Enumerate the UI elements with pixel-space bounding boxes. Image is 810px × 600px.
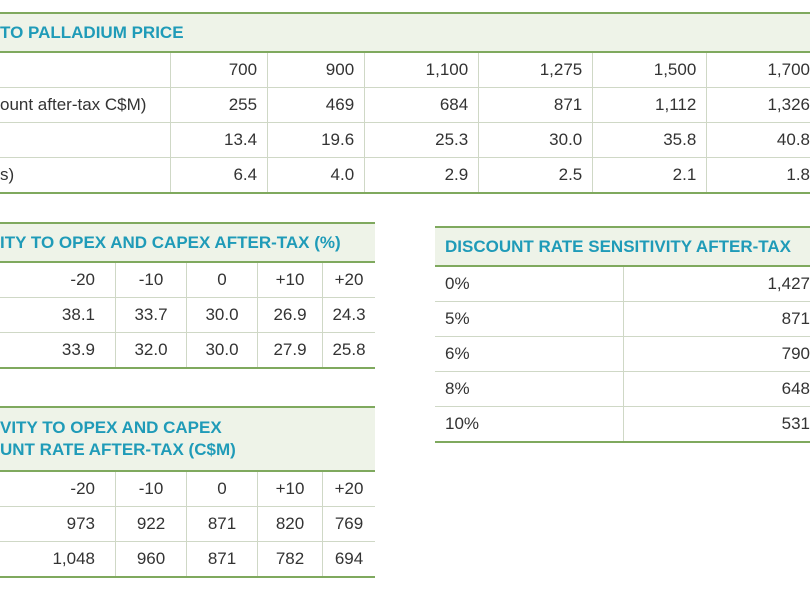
table-cell: 26.9	[257, 297, 323, 333]
npv-cell: 871	[623, 301, 810, 337]
table-row: 1,048 960 871 782 694	[0, 541, 375, 578]
discount-rate-cell: 0%	[435, 266, 624, 302]
table-cell: 4.0	[267, 157, 365, 194]
table-cell: 38.1	[0, 297, 116, 333]
table-cell: 30.0	[186, 332, 258, 369]
table-cell: 973	[0, 506, 116, 542]
discount-rate-sensitivity-table: DISCOUNT RATE SENSITIVITY AFTER-TAX 0% 1…	[435, 226, 810, 443]
table-cell: 871	[186, 541, 258, 578]
table-header: ITY TO OPEX AND CAPEX AFTER-TAX (%)	[0, 222, 375, 263]
table-cell: 255	[169, 87, 268, 123]
table-cell: 2.9	[364, 157, 479, 194]
table-header: VITY TO OPEX AND CAPEX UNT RATE AFTER-TA…	[0, 406, 375, 472]
table-cell: 694	[322, 541, 375, 578]
row-label	[0, 52, 171, 88]
table-row: s) 6.4 4.0 2.9 2.5 2.1 1.8	[0, 157, 810, 194]
table-cell: +20	[322, 262, 375, 298]
table-cell: 0	[186, 262, 258, 298]
table-cell: 40.8	[706, 122, 810, 158]
table-title: DISCOUNT RATE SENSITIVITY AFTER-TAX	[435, 226, 810, 267]
table-row: -20 -10 0 +10 +20	[0, 471, 375, 507]
table-cell: 32.0	[115, 332, 187, 369]
table-row: 13.4 19.6 25.3 30.0 35.8 40.8	[0, 122, 810, 158]
table-cell: -10	[115, 262, 187, 298]
table-cell: 35.8	[592, 122, 707, 158]
table-cell: 700	[169, 52, 268, 88]
table-row: 973 922 871 820 769	[0, 506, 375, 542]
row-label: ount after-tax C$M)	[0, 87, 171, 123]
discount-rate-cell: 6%	[435, 336, 624, 372]
table-cell: 24.3	[322, 297, 375, 333]
table-cell: 684	[364, 87, 479, 123]
table-row: 8% 648	[435, 371, 810, 407]
table-cell: 820	[257, 506, 323, 542]
table-cell: -10	[115, 471, 187, 507]
table-cell: 30.0	[478, 122, 593, 158]
table-cell: 769	[322, 506, 375, 542]
table-cell: 19.6	[267, 122, 365, 158]
table-cell: +10	[257, 471, 323, 507]
table-cell: 25.8	[322, 332, 375, 369]
table-row: 10% 531	[435, 406, 810, 443]
table-cell: 1,500	[592, 52, 707, 88]
table-cell: 922	[115, 506, 187, 542]
table-cell: 871	[478, 87, 593, 123]
table-cell: 1,112	[592, 87, 707, 123]
palladium-price-sensitivity-table: TO PALLADIUM PRICE 700 900 1,100 1,275 1…	[0, 12, 810, 194]
table-cell: 900	[267, 52, 365, 88]
row-label	[0, 122, 171, 158]
table-cell: 6.4	[169, 157, 268, 194]
table-cell: -20	[0, 471, 116, 507]
opex-capex-npv-sensitivity-table: VITY TO OPEX AND CAPEX UNT RATE AFTER-TA…	[0, 406, 375, 578]
table-row: 5% 871	[435, 301, 810, 337]
table-cell: 2.5	[478, 157, 593, 194]
table-cell: 33.7	[115, 297, 187, 333]
table-header: DISCOUNT RATE SENSITIVITY AFTER-TAX	[435, 226, 810, 267]
table-title-line: UNT RATE AFTER-TAX (C$M)	[0, 440, 236, 459]
table-cell: 1,100	[364, 52, 479, 88]
table-row: ount after-tax C$M) 255 469 684 871 1,11…	[0, 87, 810, 123]
table-cell: +10	[257, 262, 323, 298]
discount-rate-cell: 8%	[435, 371, 624, 407]
table-row: 6% 790	[435, 336, 810, 372]
table-title: VITY TO OPEX AND CAPEX UNT RATE AFTER-TA…	[0, 406, 375, 472]
discount-rate-cell: 10%	[435, 406, 624, 443]
npv-cell: 790	[623, 336, 810, 372]
table-cell: 30.0	[186, 297, 258, 333]
table-cell: 25.3	[364, 122, 479, 158]
table-cell: 469	[267, 87, 365, 123]
table-title: TO PALLADIUM PRICE	[0, 12, 810, 53]
table-row: 33.9 32.0 30.0 27.9 25.8	[0, 332, 375, 369]
table-cell: 27.9	[257, 332, 323, 369]
table-row: -20 -10 0 +10 +20	[0, 262, 375, 298]
table-cell: 13.4	[169, 122, 268, 158]
row-label: s)	[0, 157, 171, 194]
table-row: 38.1 33.7 30.0 26.9 24.3	[0, 297, 375, 333]
discount-rate-cell: 5%	[435, 301, 624, 337]
table-cell: 1.8	[706, 157, 810, 194]
table-cell: 1,275	[478, 52, 593, 88]
table-cell: 871	[186, 506, 258, 542]
opex-capex-irr-sensitivity-table: ITY TO OPEX AND CAPEX AFTER-TAX (%) -20 …	[0, 222, 375, 369]
table-cell: -20	[0, 262, 116, 298]
npv-cell: 648	[623, 371, 810, 407]
table-cell: 960	[115, 541, 187, 578]
table-cell: 33.9	[0, 332, 116, 369]
table-cell: 0	[186, 471, 258, 507]
table-row: 700 900 1,100 1,275 1,500 1,700	[0, 52, 810, 88]
table-row: 0% 1,427	[435, 266, 810, 302]
npv-cell: 531	[623, 406, 810, 443]
npv-cell: 1,427	[623, 266, 810, 302]
table-cell: 782	[257, 541, 323, 578]
table-cell: 2.1	[592, 157, 707, 194]
table-title-line: VITY TO OPEX AND CAPEX	[0, 418, 222, 437]
table-title: ITY TO OPEX AND CAPEX AFTER-TAX (%)	[0, 222, 375, 263]
table-cell: 1,700	[706, 52, 810, 88]
table-header: TO PALLADIUM PRICE	[0, 12, 810, 53]
table-cell: +20	[322, 471, 375, 507]
table-cell: 1,048	[0, 541, 116, 578]
table-cell: 1,326	[706, 87, 810, 123]
